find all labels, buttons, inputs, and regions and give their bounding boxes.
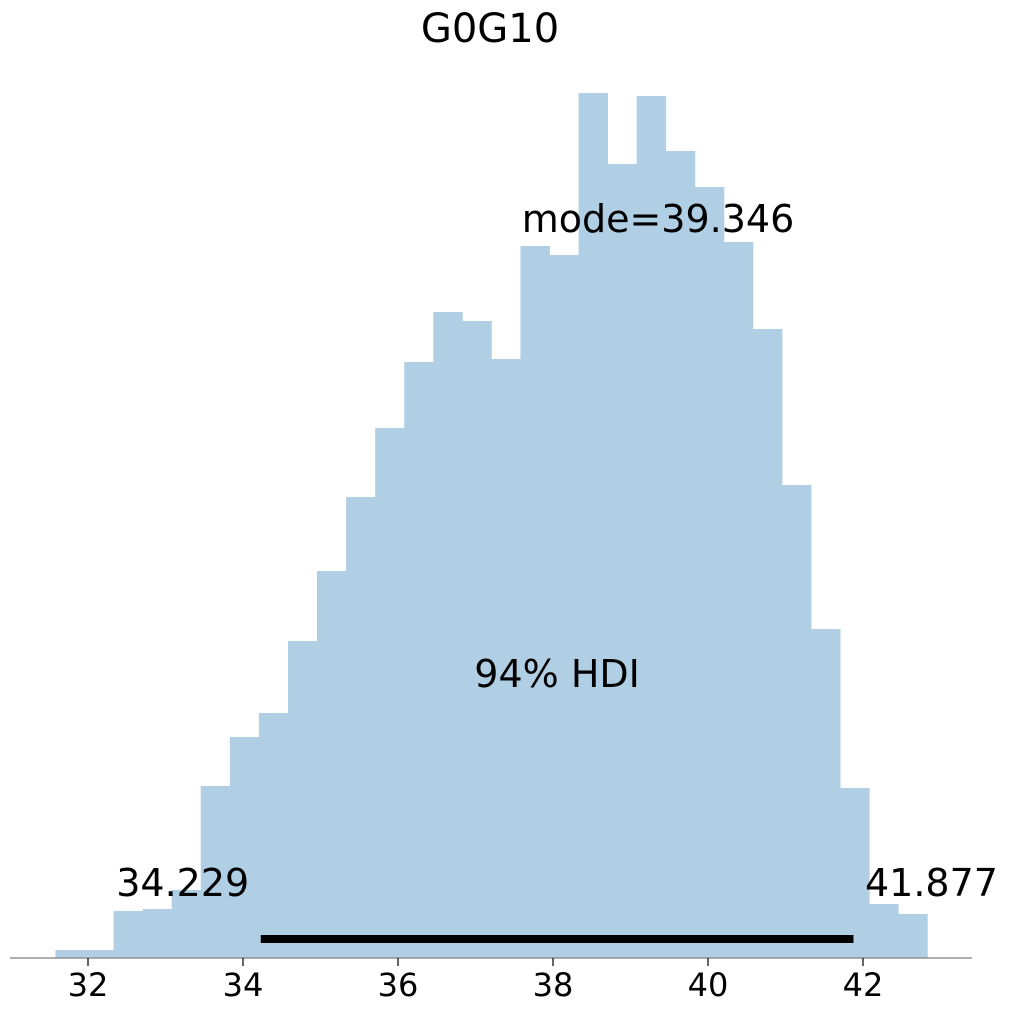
- histogram-bar: [869, 904, 899, 958]
- x-tick-label: 34: [223, 966, 264, 1004]
- x-tick-label: 38: [533, 966, 574, 1004]
- x-tick-label: 42: [843, 966, 884, 1004]
- hdi-lower-bound-label: 34.229: [116, 861, 249, 905]
- hdi-label: 94% HDI: [474, 652, 640, 696]
- x-tick-label: 32: [68, 966, 109, 1004]
- histogram-bar: [346, 497, 376, 958]
- histogram-bar: [113, 911, 144, 958]
- histogram-bar: [258, 713, 289, 958]
- histogram-bar: [433, 312, 463, 958]
- histogram-bar: [665, 151, 696, 958]
- histogram-bar: [782, 485, 812, 958]
- histogram-bar: [375, 428, 405, 958]
- histogram-bar: [229, 737, 260, 958]
- hdi-upper-bound-label: 41.877: [865, 861, 998, 905]
- histogram-bar: [811, 629, 841, 958]
- histogram-bar: [200, 786, 231, 958]
- x-axis-ticks: 32 34 36 38 40 42: [68, 958, 884, 1004]
- histogram-bar: [578, 93, 609, 958]
- histogram-bar: [723, 242, 754, 958]
- histogram-bar: [287, 641, 318, 958]
- histogram-bar: [491, 359, 521, 958]
- histogram-bar: [840, 788, 870, 958]
- histogram-bar: [84, 950, 114, 958]
- histogram-bar: [694, 187, 725, 958]
- histogram-bar: [55, 950, 85, 958]
- histogram-bar: [142, 909, 173, 958]
- histogram-bars: [55, 93, 928, 958]
- histogram-bar: [171, 890, 202, 958]
- histogram-bar: [520, 246, 550, 958]
- histogram-bar: [462, 321, 492, 958]
- histogram-bar: [636, 96, 667, 958]
- histogram-bar: [404, 362, 434, 958]
- x-tick-label: 40: [688, 966, 729, 1004]
- histogram-bar: [549, 255, 579, 958]
- histogram-bar: [898, 914, 928, 958]
- x-tick-label: 36: [378, 966, 419, 1004]
- histogram-bar: [607, 164, 638, 958]
- mode-annotation: mode=39.346: [522, 197, 795, 241]
- chart-title: G0G10: [421, 6, 559, 52]
- histogram-bar: [752, 329, 783, 958]
- histogram-bar: [317, 571, 347, 958]
